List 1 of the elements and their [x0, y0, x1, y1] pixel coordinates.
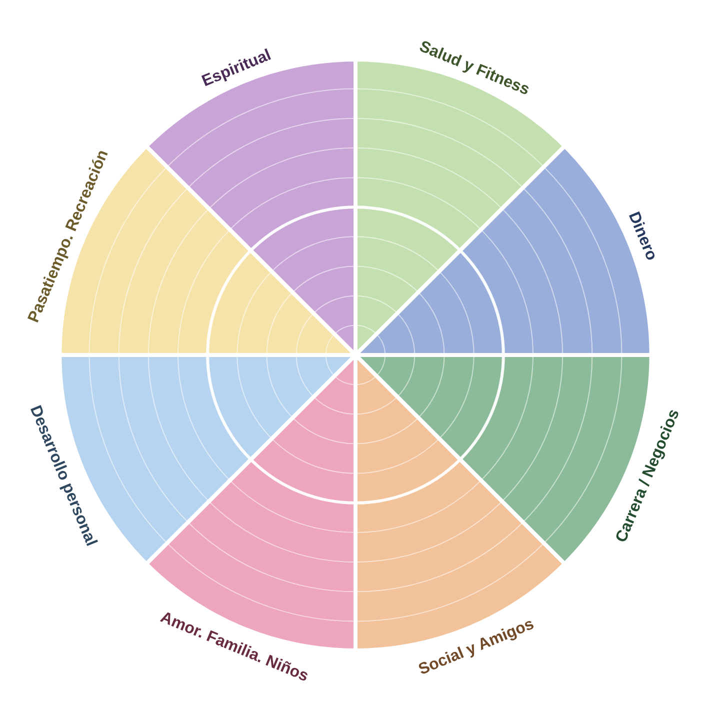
slice-label: Dinero [624, 210, 660, 264]
